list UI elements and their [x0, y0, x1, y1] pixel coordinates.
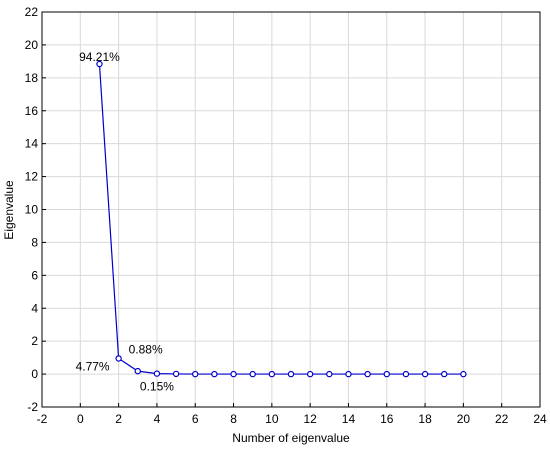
- data-point: [249, 370, 256, 378]
- data-point: [441, 370, 448, 378]
- data-point: [460, 370, 467, 378]
- y-tick-label: 0: [31, 367, 38, 381]
- x-tick-label: 2: [115, 412, 122, 426]
- data-point: [134, 367, 141, 375]
- y-tick-label: 10: [25, 203, 39, 217]
- annotations: 94.21% 4.77% 0.88% 0.15%: [76, 50, 175, 394]
- data-point: [96, 60, 103, 68]
- data-point: [268, 370, 276, 378]
- data-point: [326, 370, 333, 378]
- y-tick-label: 16: [25, 104, 39, 118]
- y-tick-label: -2: [27, 400, 38, 414]
- x-tick-label: 18: [418, 412, 432, 426]
- x-tick-label: 12: [303, 412, 317, 426]
- data-point: [153, 370, 161, 377]
- variance-annotation: 0.15%: [140, 380, 174, 394]
- y-tick-labels: -2 0 2 4 6 8 10 12 14 16 18 20 22: [25, 5, 46, 414]
- x-tick-label: 22: [495, 412, 509, 426]
- x-tick-label: 14: [342, 412, 356, 426]
- x-tick-label: 0: [77, 412, 84, 426]
- x-tick-label: 24: [533, 412, 547, 426]
- y-tick-label: 8: [31, 235, 38, 249]
- data-point: [192, 370, 199, 378]
- y-axis-title: Eigenvalue: [2, 180, 16, 240]
- x-tick-label: 6: [192, 412, 199, 426]
- x-tick-label: 10: [265, 412, 279, 426]
- variance-annotation: 0.88%: [129, 342, 163, 356]
- y-tick-label: 6: [31, 268, 38, 282]
- series-layer: [96, 60, 467, 378]
- data-point: [402, 370, 410, 378]
- y-tick-label: 12: [25, 170, 39, 184]
- data-point: [172, 370, 180, 378]
- y-tick-label: 4: [31, 301, 38, 315]
- data-point: [211, 370, 218, 378]
- data-point: [230, 370, 237, 378]
- grid-lines: [42, 12, 540, 407]
- y-tick-label: 22: [25, 5, 39, 19]
- y-tick-label: 14: [25, 137, 39, 151]
- x-axis-title: Number of eigenvalue: [232, 431, 350, 445]
- y-tick-label: 18: [25, 71, 39, 85]
- x-tick-label: 8: [230, 412, 237, 426]
- data-point: [306, 370, 314, 378]
- data-point: [364, 370, 371, 378]
- data-point: [287, 370, 295, 378]
- y-tick-label: 2: [31, 334, 38, 348]
- x-tick-label: 16: [380, 412, 394, 426]
- data-point: [345, 370, 352, 378]
- data-point: [421, 370, 429, 378]
- x-tick-label: 20: [457, 412, 471, 426]
- data-point: [115, 355, 122, 362]
- variance-annotation: 4.77%: [76, 359, 110, 373]
- x-tick-labels: -2 0 2 4 6 8 10 12 14 16 18 20 22 24: [37, 403, 547, 426]
- x-tick-label: 4: [154, 412, 161, 426]
- y-tick-label: 20: [25, 38, 39, 52]
- data-point: [383, 370, 390, 378]
- variance-annotation: 94.21%: [79, 50, 120, 64]
- x-tick-label: -2: [37, 412, 48, 426]
